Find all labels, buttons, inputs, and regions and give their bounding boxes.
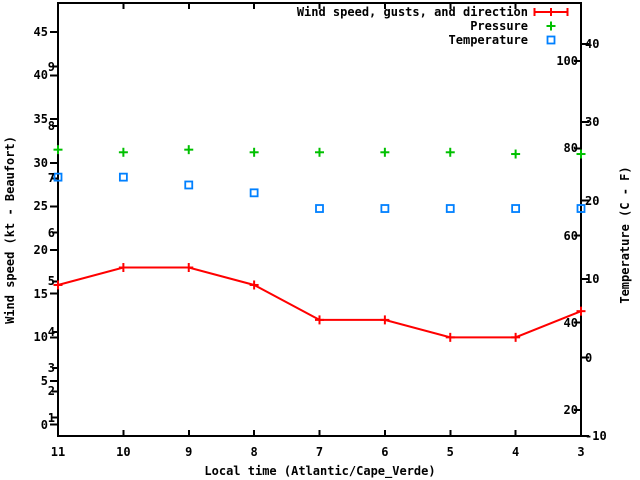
legend-label-temperature: Temperature: [448, 33, 528, 47]
beaufort-tick-label: 1: [47, 410, 55, 425]
kt-tick-label: 10: [33, 330, 48, 345]
beaufort-tick-label: 5: [47, 274, 55, 289]
fahrenheit-tick-label: 100: [556, 54, 578, 69]
temperature-point: [315, 204, 324, 213]
beaufort-tick-label: 7: [47, 171, 55, 186]
kt-tick-label: 25: [33, 199, 48, 214]
temperature-point: [445, 204, 455, 213]
temperature-point: [118, 172, 128, 182]
temperature-point: [249, 188, 259, 198]
fahrenheit-tick-label: 80: [563, 141, 578, 156]
x-tick-label: 9: [185, 445, 193, 459]
wind-speed-line: [57, 266, 582, 339]
legend-label-pressure: Pressure: [470, 19, 528, 33]
beaufort-tick-label: 8: [47, 119, 55, 134]
x-tick-label: 11: [50, 445, 66, 459]
temperature-point: [511, 204, 521, 213]
x-tick-label: 4: [512, 445, 520, 459]
kt-tick-label: 15: [33, 286, 48, 301]
fahrenheit-tick-label: 20: [563, 402, 578, 417]
kt-tick-label: 20: [33, 243, 48, 258]
temperature-point: [53, 172, 63, 182]
beaufort-tick-label: 3: [47, 360, 55, 375]
x-tick-label: 3: [577, 445, 585, 459]
celsius-tick-label: 0: [585, 350, 593, 365]
celsius-tick-label: 40: [585, 36, 600, 51]
legend-temperature-marker: [546, 35, 556, 45]
kt-tick-label: 0: [40, 417, 48, 432]
x-tick-label: 8: [250, 445, 258, 459]
temperature-point: [380, 204, 390, 213]
fahrenheit-tick-label: 60: [563, 228, 578, 243]
legend-label-windspeed: Wind speed, gusts, and direction: [296, 5, 528, 19]
kt-tick-label: 40: [33, 68, 48, 83]
celsius-tick-label: 30: [585, 115, 600, 130]
celsius-tick-label: 10: [585, 272, 600, 287]
x-tick-label: 5: [446, 445, 454, 459]
temperature-point: [184, 180, 194, 190]
beaufort-tick-label: 9: [47, 59, 55, 74]
x-axis-title: Local time (Atlantic/Cape_Verde): [204, 464, 436, 478]
celsius-tick-label: -10: [585, 429, 607, 443]
x-tick-label: 7: [315, 445, 324, 459]
x-tick-label: 6: [381, 445, 389, 459]
kt-tick-label: 30: [33, 155, 48, 170]
beaufort-tick-label: 6: [47, 225, 55, 240]
beaufort-tick-label: 4: [47, 325, 55, 340]
left-axis-title: Wind speed (kt - Beaufort): [3, 136, 17, 324]
temperature-point: [576, 204, 586, 213]
fahrenheit-tick-label: 40: [563, 315, 578, 330]
kt-tick-label: 35: [33, 112, 48, 127]
x-tick-label: 10: [116, 445, 131, 459]
celsius-tick-label: 20: [585, 193, 600, 208]
right-axis-title: Temperature (C - F): [618, 166, 632, 304]
beaufort-tick-label: 2: [47, 384, 55, 399]
kt-tick-label: 5: [40, 374, 48, 388]
kt-tick-label: 45: [33, 24, 48, 39]
plot-border: [57, 2, 582, 437]
